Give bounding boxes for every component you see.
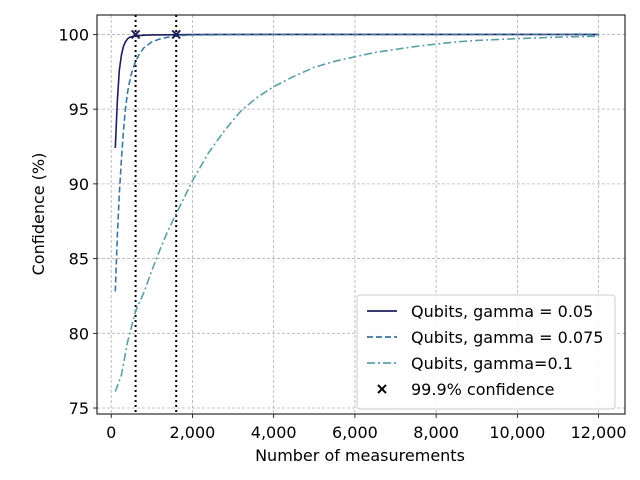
legend: Qubits, gamma = 0.05 Qubits, gamma = 0.07… <box>356 294 616 410</box>
x-axis-label: Number of measurements <box>255 446 465 465</box>
series-lines <box>114 33 599 392</box>
legend-marker-swatch <box>377 384 387 394</box>
y-tick-label: 75 <box>69 399 89 418</box>
series-line-1 <box>114 33 599 149</box>
series-line-2 <box>114 33 599 292</box>
y-tick-label: 80 <box>69 324 89 343</box>
threshold-lines <box>134 15 178 414</box>
x-tick-label: 4,000 <box>251 423 297 442</box>
legend-label: Qubits, gamma=0.1 <box>411 354 573 373</box>
series-line-3 <box>114 35 599 392</box>
y-tick-label: 95 <box>69 100 89 119</box>
x-tick-label: 0 <box>106 423 116 442</box>
y-axis-label: Confidence (%) <box>29 153 48 276</box>
x-tick-label: 6,000 <box>332 423 378 442</box>
x-tick-label: 2,000 <box>170 423 216 442</box>
confidence-marker <box>171 29 181 40</box>
y-tick-label: 85 <box>69 250 89 269</box>
legend-label: 99.9% confidence <box>411 380 555 399</box>
confidence-marker <box>130 29 141 40</box>
axis-ticks: 0 2,000 4,000 6,000 8,000 10,000 12,000 75 80 85 9… <box>58 25 626 442</box>
y-tick-label: 100 <box>58 25 89 44</box>
plot-frame <box>96 14 626 415</box>
legend-box <box>356 294 616 410</box>
legend-label: Qubits, gamma = 0.05 <box>411 302 593 321</box>
x-tick-label: 12,000 <box>571 423 627 442</box>
x-tick-label: 8,000 <box>413 423 459 442</box>
y-tick-label: 90 <box>69 175 89 194</box>
x-tick-label: 10,000 <box>489 423 545 442</box>
legend-label: Qubits, gamma = 0.075 <box>411 328 603 347</box>
confidence-markers <box>130 29 181 40</box>
